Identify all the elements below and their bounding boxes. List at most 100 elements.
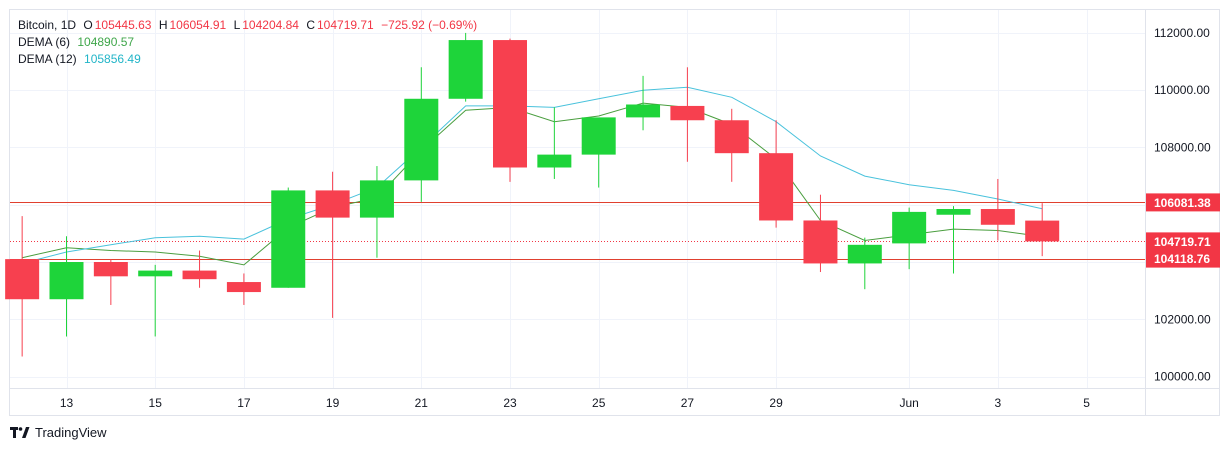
x-tick-label: 19	[326, 396, 340, 410]
hline-price-tag: 104118.76	[1154, 252, 1210, 266]
candle-down	[182, 250, 217, 288]
candle-body	[93, 262, 128, 277]
last-price-tag: 104719.71	[1154, 235, 1211, 249]
dema6-value: 104890.57	[77, 35, 135, 49]
hline-price-tag: 106081.38	[1154, 196, 1211, 210]
x-tick-label: 23	[503, 396, 517, 410]
time-axis[interactable]: 13 15 17 19 21 23 25 27 29 Jun 3 5	[60, 396, 1090, 410]
dema6-label: DEMA (6)	[18, 35, 71, 49]
candle-down	[980, 178, 1015, 241]
candle-body	[226, 282, 261, 293]
symbol-name[interactable]: Bitcoin	[18, 18, 55, 32]
y-tick-label: 108000.00	[1154, 140, 1211, 154]
candle-down	[803, 194, 838, 273]
dema-lines	[21, 86, 1043, 266]
candle-down	[226, 273, 261, 305]
candle-down	[93, 259, 128, 305]
y-tick-label: 110000.00	[1154, 83, 1210, 97]
y-tick-label: 102000.00	[1154, 312, 1211, 326]
candle-up	[892, 207, 927, 270]
y-tick-label: 112000.00	[1154, 26, 1210, 40]
dema6-line	[21, 102, 1043, 266]
candle-up	[537, 107, 572, 179]
x-tick-label: 13	[60, 396, 74, 410]
x-tick-label: 17	[237, 396, 251, 410]
x-tick-label: Jun	[899, 396, 918, 410]
candle-body	[1025, 220, 1060, 242]
x-tick-label: 15	[149, 396, 163, 410]
dema12-row[interactable]: DEMA (12) 105856.49	[18, 51, 477, 68]
x-tick-label: 5	[1083, 396, 1090, 410]
dema6-row[interactable]: DEMA (6) 104890.57	[18, 34, 477, 51]
hline-price-tag-bg	[1146, 193, 1220, 212]
x-tick-label: 21	[415, 396, 429, 410]
candle-up	[359, 166, 394, 258]
tradingview-icon	[10, 427, 30, 438]
open-value: 105445.63	[94, 18, 152, 32]
hline-price-tag-bg	[1146, 249, 1220, 268]
candle-up	[448, 32, 483, 102]
candle-up	[404, 67, 439, 202]
candle-up	[271, 187, 306, 288]
chart-border	[9, 9, 1220, 416]
horizontal-lines	[10, 202, 1145, 260]
price-axis[interactable]: 100000.00 102000.00 108000.00 110000.00 1120…	[1146, 26, 1220, 384]
candle-body	[670, 105, 705, 121]
low-label: L	[233, 18, 241, 32]
candle-up	[49, 236, 84, 337]
last-price-tag-bg	[1146, 232, 1220, 251]
candle-body	[448, 40, 483, 99]
candle-up	[936, 206, 971, 274]
dema12-line	[21, 86, 1043, 264]
candle-body	[404, 98, 439, 181]
x-tick-label: 3	[995, 396, 1002, 410]
candle-down	[1025, 203, 1060, 257]
candle-down	[670, 67, 705, 162]
candle-body	[892, 211, 927, 244]
candle-body	[847, 244, 882, 264]
brand-name: TradingView	[35, 425, 107, 440]
candle-down	[493, 38, 527, 182]
x-tick-label: 25	[592, 396, 606, 410]
close-value: 104719.71	[317, 18, 374, 32]
high-value: 106054.91	[169, 18, 227, 32]
close-label: C	[306, 18, 315, 32]
candle-body	[493, 40, 527, 168]
x-tick-label: 27	[681, 396, 695, 410]
candle-body	[5, 259, 40, 300]
candle-body	[714, 120, 749, 154]
y-tick-label: 100000.00	[1154, 370, 1211, 384]
candle-body	[182, 270, 217, 280]
open-label: O	[83, 18, 93, 32]
candle-body	[271, 190, 306, 288]
candle-down	[5, 216, 40, 357]
change-value: −725.92 (−0.69%)	[381, 18, 478, 32]
dema12-value: 105856.49	[84, 52, 141, 66]
high-label: H	[158, 18, 168, 32]
low-value: 104204.84	[242, 18, 299, 32]
candle-body	[936, 209, 971, 215]
candle-up	[581, 117, 616, 188]
dema12-label: DEMA (12)	[18, 52, 77, 66]
candle-body	[803, 220, 838, 264]
candle-up	[626, 75, 661, 131]
tradingview-logo[interactable]: TradingView	[10, 425, 107, 440]
candle-down	[759, 120, 794, 228]
candle-body	[980, 209, 1015, 225]
chart-legend: Bitcoin, 1D O 105445.63 H 106054.91 L 10420…	[18, 17, 477, 68]
candle-body	[759, 153, 794, 221]
candle-down	[315, 171, 350, 318]
candle-up	[847, 237, 882, 290]
candle-body	[537, 154, 572, 168]
interval: 1D	[60, 18, 77, 32]
x-tick-label: 29	[769, 396, 783, 410]
candle-body	[581, 117, 616, 155]
candle-down	[714, 108, 749, 182]
candle-body	[49, 262, 84, 300]
candle-up	[138, 264, 173, 337]
ohlc-row: Bitcoin, 1D O 105445.63 H 106054.91 L 10420…	[18, 18, 478, 32]
candle-body	[138, 270, 173, 277]
candles	[5, 32, 1060, 357]
candle-body	[359, 180, 394, 218]
